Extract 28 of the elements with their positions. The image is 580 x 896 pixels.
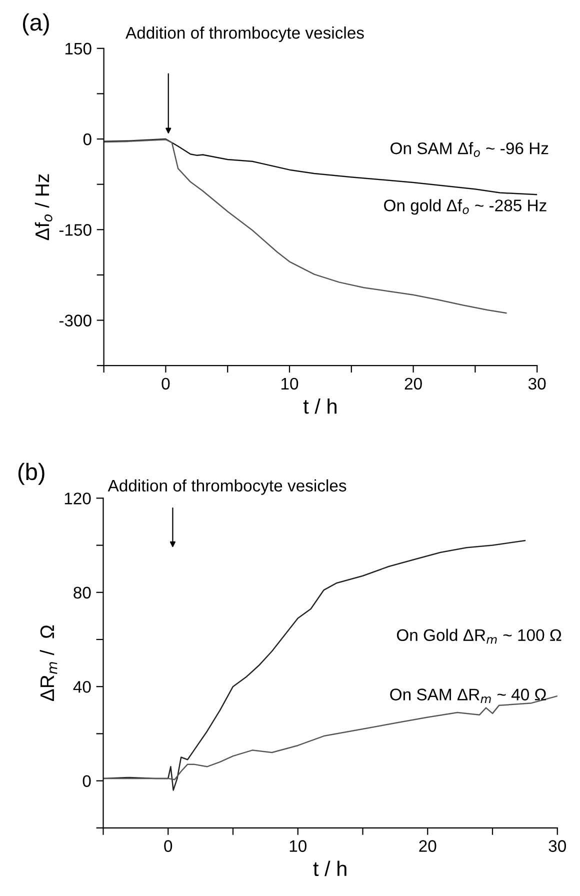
y-tick-label: 80 [74, 586, 91, 599]
y-axis-title: Δf$_{o}$ / Hz [34, 174, 52, 240]
annotation: On gold Δf$_{o}$ ~ -285 Hz [384, 199, 546, 215]
y-tick-label: -150 [59, 224, 92, 236]
x-tick-label: 30 [548, 840, 566, 852]
annotation: On Gold ΔR$_{m}$ ~ 100 Ω [396, 628, 562, 644]
x-tick-label: 10 [290, 840, 306, 852]
y-tick-label: 150 [65, 42, 92, 55]
x-axis-title: t / h [303, 398, 336, 414]
annotation: On SAM Δf$_{o}$ ~ -96 Hz [390, 142, 548, 157]
x-tick-label: 10 [282, 378, 298, 390]
y-axis-title: ΔR$_{m}$ / Ω [40, 625, 58, 702]
x-tick-label: 0 [162, 378, 170, 390]
y-tick-label: 120 [64, 492, 91, 504]
x-tick-label: 0 [164, 840, 172, 852]
text: Addition of thrombocyte vesicles [108, 479, 346, 495]
x-axis-title: t / h [313, 860, 346, 876]
y-tick-label: -300 [59, 314, 92, 326]
x-tick-label: 20 [404, 378, 422, 390]
y-tick-label: 0 [83, 133, 92, 146]
y-tick-label: 0 [82, 775, 91, 788]
chart-title: (b) [18, 462, 44, 485]
chart-title: (a) [22, 13, 49, 36]
text: Addition of thrombocyte vesicles [126, 26, 364, 42]
x-tick-label: 20 [419, 840, 436, 852]
annotation: On SAM ΔR$_{m}$ ~ 40 Ω [390, 688, 546, 704]
x-tick-label: 30 [528, 378, 546, 390]
y-tick-label: 40 [73, 680, 91, 693]
